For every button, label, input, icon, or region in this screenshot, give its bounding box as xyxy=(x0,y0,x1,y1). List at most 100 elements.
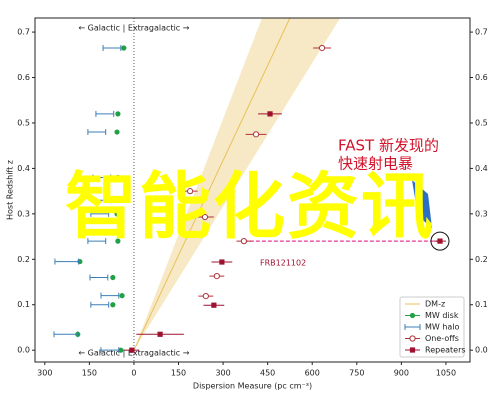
data-point xyxy=(100,292,120,299)
y2-tick-label: 0.3 xyxy=(475,209,488,218)
point xyxy=(110,274,116,281)
point xyxy=(318,44,326,52)
legend-label: MW halo xyxy=(425,323,460,332)
point xyxy=(114,129,120,135)
y2-tick-label: 0.1 xyxy=(475,300,488,309)
point xyxy=(267,111,273,117)
legend-label: One-offs xyxy=(425,334,459,343)
legend-item: Repeaters xyxy=(405,346,466,355)
y-tick-label: 0.7 xyxy=(17,28,30,37)
data-point xyxy=(258,111,282,117)
y-tick-label: 0.6 xyxy=(17,73,30,82)
y-tick-label: 0.5 xyxy=(17,118,30,127)
y-tick-label: 0.3 xyxy=(17,209,30,218)
y2-tick-label: 0.4 xyxy=(475,164,488,173)
x-tick-label: 150 xyxy=(82,369,97,378)
point xyxy=(240,238,247,245)
point xyxy=(211,302,217,308)
point xyxy=(115,111,121,117)
data-point xyxy=(87,238,107,245)
point xyxy=(219,259,225,265)
data-point xyxy=(53,331,79,338)
data-point xyxy=(54,258,80,265)
point xyxy=(187,188,194,195)
data-point xyxy=(124,347,140,353)
headline: 快速射电暴 xyxy=(338,155,413,173)
plot-frame xyxy=(34,17,471,363)
point xyxy=(119,293,125,299)
data-point xyxy=(209,273,225,280)
dmz-line xyxy=(133,17,291,351)
y-axis-label: Host Redshift z xyxy=(6,160,15,220)
y-tick-label: 0.0 xyxy=(17,346,30,355)
point xyxy=(118,347,124,353)
legend-label: MW disk xyxy=(425,311,459,320)
data-point xyxy=(115,111,121,117)
data-point xyxy=(87,129,107,136)
point xyxy=(157,331,163,337)
point xyxy=(121,45,127,51)
y-tick-label: 0.4 xyxy=(17,164,30,173)
legend-item: DM-z xyxy=(405,300,445,309)
legend-label: Repeaters xyxy=(425,346,466,355)
highlight-ring xyxy=(430,231,450,251)
annotation: FRB121102 xyxy=(260,259,306,268)
data-point xyxy=(119,293,125,299)
point xyxy=(409,312,416,319)
data-point xyxy=(114,211,120,217)
data-point xyxy=(182,188,198,195)
x-tick-label: 150 xyxy=(171,369,186,378)
data-point xyxy=(110,302,116,308)
y2-tick-label: 0.7 xyxy=(475,28,488,37)
data-point xyxy=(434,238,446,244)
y-tick-label: 0.2 xyxy=(17,255,30,264)
data-point xyxy=(115,238,121,244)
data-point xyxy=(92,174,112,181)
data-point xyxy=(245,131,267,138)
y2-tick-label: 0.0 xyxy=(475,346,488,355)
legend-item: MW halo xyxy=(404,323,460,332)
data-point xyxy=(113,197,119,203)
data-point xyxy=(114,129,120,135)
data-point xyxy=(115,174,121,181)
point xyxy=(115,238,121,244)
y2-tick-label: 0.5 xyxy=(475,118,488,127)
point xyxy=(409,335,416,342)
data-point xyxy=(110,274,116,281)
data-point xyxy=(198,293,214,300)
data-point xyxy=(100,347,120,354)
point xyxy=(213,273,220,280)
point xyxy=(202,293,209,300)
point xyxy=(114,211,120,217)
point xyxy=(409,347,416,353)
data-point xyxy=(236,238,252,245)
data-point xyxy=(196,213,214,221)
data-point xyxy=(313,44,331,52)
legend-item: One-offs xyxy=(405,334,459,343)
headline: FAST 新发现的 xyxy=(338,137,439,155)
point xyxy=(252,131,260,138)
x-tick-label: 750 xyxy=(349,369,364,378)
data-point xyxy=(89,274,109,281)
x-tick-label: 1050 xyxy=(436,369,456,378)
legend-box xyxy=(399,296,465,358)
pointer xyxy=(412,180,432,228)
banner: 智能化资讯 xyxy=(65,165,435,249)
annotation: ← Galactic | Extragalactic → xyxy=(78,24,189,33)
point xyxy=(113,197,119,203)
x-tick-label: 0 xyxy=(131,369,136,378)
data-point xyxy=(203,302,225,308)
x-tick-label: 300 xyxy=(37,369,52,378)
data-point xyxy=(136,331,184,337)
point xyxy=(115,174,121,181)
legend-label: DM-z xyxy=(425,300,445,309)
data-point xyxy=(211,259,233,265)
y2-tick-label: 0.2 xyxy=(475,255,488,264)
data-point xyxy=(95,110,115,117)
point xyxy=(110,302,116,308)
x-tick-label: 600 xyxy=(305,369,320,378)
y-tick-label: 0.1 xyxy=(17,300,30,309)
point xyxy=(129,347,135,353)
point xyxy=(201,213,209,221)
